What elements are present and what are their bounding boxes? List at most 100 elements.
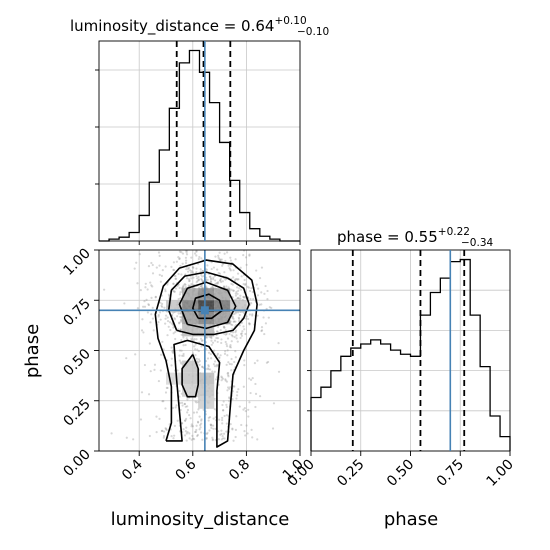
scatter-point <box>149 321 152 324</box>
scatter-point <box>213 365 217 368</box>
scatter-point <box>177 272 180 276</box>
scatter-point <box>170 364 173 367</box>
scatter-point <box>173 434 176 437</box>
scatter-point <box>228 387 231 390</box>
quantile-lines <box>175 41 232 241</box>
scatter-point <box>199 273 203 276</box>
scatter-point <box>254 382 257 386</box>
scatter-point <box>192 411 196 414</box>
scatter-point <box>190 337 193 340</box>
scatter-point <box>210 343 213 346</box>
scatter-point <box>216 268 219 271</box>
scatter-point <box>160 304 163 307</box>
scatter-point <box>180 338 183 342</box>
scatter-point <box>209 423 212 426</box>
scatter-point <box>224 329 227 332</box>
scatter-point <box>164 265 167 268</box>
scatter-point <box>206 278 209 281</box>
scatter-point <box>185 253 189 256</box>
scatter-point <box>259 395 262 398</box>
scatter-point <box>154 295 157 298</box>
scatter-point <box>172 332 175 335</box>
scatter-point <box>142 331 145 334</box>
scatter-point <box>150 313 153 316</box>
scatter-point <box>201 280 204 283</box>
scatter-point <box>198 428 201 431</box>
scatter-point <box>199 423 202 427</box>
scatter-point <box>234 312 237 315</box>
y-tick-label: 0.50 <box>60 346 93 379</box>
scatter-point <box>242 325 245 328</box>
scatter-point <box>195 401 198 404</box>
scatter-point <box>223 271 226 274</box>
scatter-point <box>162 400 165 403</box>
scatter-point <box>195 281 198 284</box>
scatter-point <box>215 330 219 333</box>
scatter-point <box>169 328 172 332</box>
scatter-point <box>201 365 204 369</box>
scatter-point <box>164 288 167 291</box>
scatter-point <box>179 315 182 318</box>
scatter-point <box>222 325 226 328</box>
scatter-point <box>149 370 152 373</box>
scatter-point <box>190 277 193 280</box>
scatter-point <box>235 415 238 418</box>
scatter-point <box>240 332 243 336</box>
scatter-point <box>237 289 240 292</box>
scatter-point <box>215 363 218 367</box>
scatter-point <box>162 348 165 351</box>
scatter-point <box>234 350 237 353</box>
scatter-point <box>170 322 174 325</box>
scatter-point <box>222 437 225 440</box>
scatter-point <box>197 275 200 279</box>
scatter-point <box>267 360 270 364</box>
scatter-point <box>227 361 230 364</box>
scatter-point <box>200 422 203 425</box>
scatter-point <box>185 277 189 280</box>
scatter-point <box>166 283 169 286</box>
scatter-point <box>158 254 161 257</box>
scatter-point <box>201 438 204 441</box>
scatter-point <box>219 258 222 261</box>
scatter-point <box>242 385 245 388</box>
scatter-point <box>179 297 182 300</box>
scatter-point <box>207 365 210 368</box>
scatter-point <box>227 286 230 289</box>
scatter-point <box>190 270 193 273</box>
scatter-point <box>201 275 204 278</box>
scatter-point <box>260 329 264 332</box>
scatter-point <box>247 408 250 411</box>
scatter-point <box>224 379 227 382</box>
scatter-point <box>141 318 144 321</box>
scatter-point <box>240 321 244 324</box>
scatter-point <box>221 263 225 266</box>
contour-line <box>181 354 199 398</box>
scatter-point <box>178 389 181 393</box>
scatter-point <box>248 322 251 325</box>
scatter-point <box>235 334 238 337</box>
scatter-point <box>148 434 151 438</box>
scatter-point <box>180 273 183 276</box>
scatter-point <box>181 262 184 265</box>
scatter-point <box>196 420 200 423</box>
scatter-point <box>226 337 230 340</box>
scatter-point <box>251 377 254 380</box>
scatter-point <box>200 284 204 287</box>
scatter-point <box>187 267 190 271</box>
scatter-point <box>251 290 254 294</box>
scatter-point <box>266 289 269 293</box>
scatter-point <box>225 430 228 433</box>
scatter-point <box>166 334 169 337</box>
x-axis-label-phase: phase <box>384 509 438 530</box>
scatter-point <box>183 419 187 422</box>
scatter-point <box>153 368 156 371</box>
axes-frame <box>98 40 301 242</box>
scatter-point <box>173 317 176 320</box>
scatter-point <box>176 419 179 422</box>
scatter-point <box>224 278 227 281</box>
scatter-point <box>226 389 229 392</box>
scatter-point <box>237 319 241 323</box>
scatter-point <box>220 375 223 378</box>
scatter-point <box>143 305 147 308</box>
scatter-point <box>164 290 167 293</box>
